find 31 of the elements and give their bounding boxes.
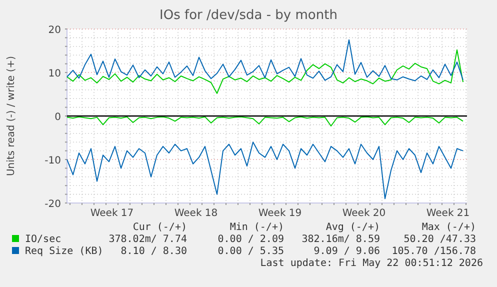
y-tick-label: 10 (48, 68, 61, 80)
text: 8.10 / 8.30 (120, 246, 187, 257)
text: 105.70 /156.78 (392, 246, 476, 257)
y-tick-label: -20 (44, 199, 61, 210)
text: 9.09 / 9.06 (314, 246, 380, 257)
text: 0.00 / 2.09 (218, 234, 284, 245)
text: Last update: Fri May 22 00:51:12 2026 (260, 258, 483, 269)
text: Max (-/+) (422, 222, 476, 233)
line-series (66, 142, 464, 200)
text: 0.00 / 5.35 (218, 246, 284, 257)
text: Cur (-/+) (132, 222, 187, 233)
line-series (66, 39, 464, 82)
text: 378.02m/ 7.74 (108, 234, 187, 245)
y-tick-label: 0 (54, 112, 61, 123)
y-tick-label: 20 (48, 25, 61, 36)
legend-label: IO/sec (25, 234, 62, 245)
text: 382.16m/ 8.59 (302, 234, 380, 245)
legend-label: Req Size (KB) (25, 246, 104, 257)
text: Avg (-/+) (326, 222, 380, 233)
line-series (66, 116, 464, 127)
y-axis-title: Units read (-) / write (+) (6, 56, 17, 176)
x-tick-label: Week 20 (342, 208, 386, 219)
x-tick-label: Week 21 (426, 208, 470, 219)
chart-title: IOs for /dev/sda - by month (160, 8, 338, 23)
x-tick-label: Week 17 (90, 208, 134, 219)
x-tick-label: Week 18 (174, 208, 218, 219)
y-tick-label: -10 (44, 156, 61, 166)
text: Min (-/+) (230, 222, 284, 233)
line-series (66, 49, 464, 94)
x-tick-label: Week 19 (258, 208, 302, 219)
text: 50.20 /47.33 (404, 234, 476, 245)
